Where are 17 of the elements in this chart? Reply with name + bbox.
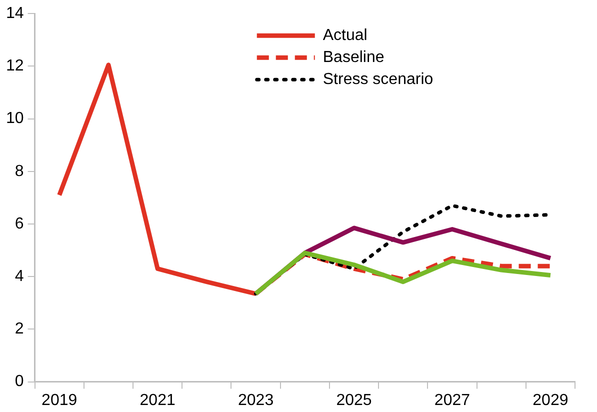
y-tick-label: 6 bbox=[14, 215, 24, 232]
y-tick-label: 0 bbox=[14, 373, 24, 390]
x-tick-label: 2029 bbox=[532, 392, 568, 409]
legend-label: Baseline bbox=[322, 49, 384, 66]
y-tick-label: 4 bbox=[14, 268, 24, 286]
legend-label: Actual bbox=[322, 27, 368, 44]
x-tick-label: 2025 bbox=[336, 392, 372, 409]
x-tick-label: 2019 bbox=[42, 392, 78, 409]
y-tick-label: 10 bbox=[6, 110, 24, 128]
x-tick-label: 2023 bbox=[238, 392, 274, 409]
y-tick-label: 14 bbox=[6, 5, 24, 22]
y-tick-label: 8 bbox=[14, 162, 24, 180]
x-tick-label: 2021 bbox=[140, 392, 176, 409]
y-tick-label: 12 bbox=[6, 58, 24, 75]
y-tick-label: 2 bbox=[14, 320, 24, 338]
legend-label: Stress scenario bbox=[322, 71, 434, 88]
x-tick-label: 2027 bbox=[434, 392, 470, 409]
